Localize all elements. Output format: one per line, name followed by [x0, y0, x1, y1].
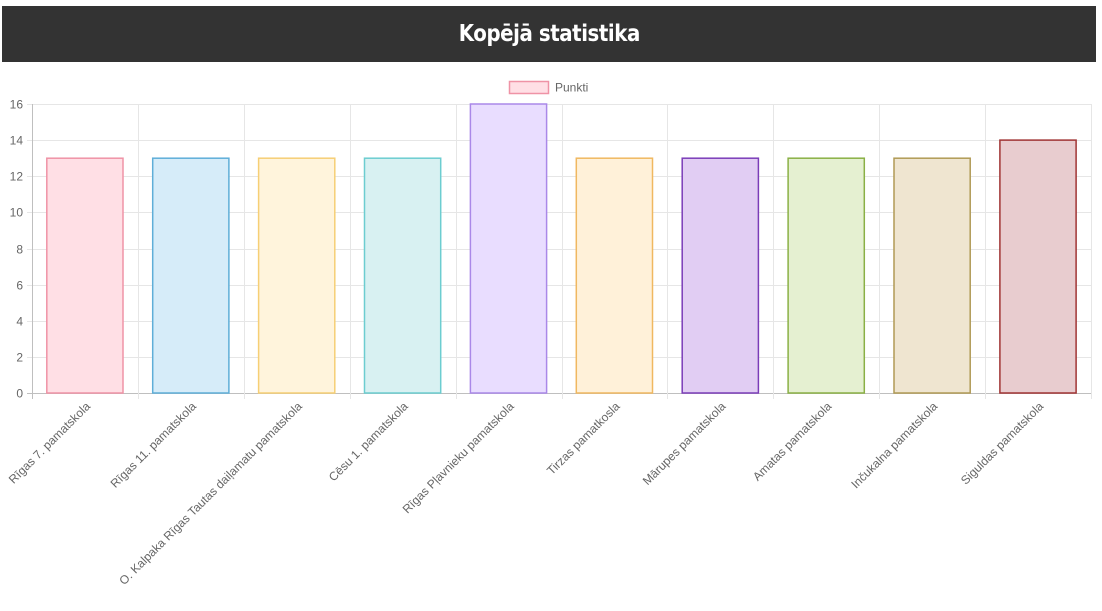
legend-label: Punkti [555, 81, 588, 95]
x-tick-label: O. Kalpaka Rīgas Tautas daiļamatu pamats… [116, 399, 305, 588]
x-tick-label: Rīgas 11. pamatskola [108, 399, 200, 491]
bar [257, 157, 336, 394]
bar [46, 157, 124, 394]
bar [363, 157, 442, 394]
y-tick-label: 4 [16, 315, 23, 329]
y-tick-label: 10 [10, 206, 24, 220]
page-title: Kopējā statistika [458, 21, 640, 47]
y-tick-label: 0 [16, 387, 23, 401]
x-tick-label: Mārupes pamatskola [640, 399, 729, 488]
bar [151, 157, 230, 394]
bar [787, 157, 866, 394]
bar [469, 103, 548, 394]
x-tick-label: Amatas pamatskola [750, 399, 835, 484]
legend-swatch [508, 80, 550, 95]
y-tick-label: 6 [16, 279, 23, 293]
x-tick-label: Tirzas pamatkosla [544, 399, 623, 478]
page-header: Kopējā statistika [2, 6, 1096, 62]
bar [681, 157, 760, 394]
bar [999, 139, 1077, 394]
bar [575, 157, 654, 394]
y-tick-label: 8 [16, 243, 23, 257]
x-tick-label: Cēsu 1. pamatskola [326, 399, 411, 484]
x-tick-label: Rīgas 7. pamatskola [6, 399, 93, 486]
y-tick-label: 12 [10, 170, 24, 184]
y-tick-label: 16 [10, 98, 24, 112]
y-tick-label: 14 [10, 134, 24, 148]
y-tick-label: 2 [16, 351, 23, 365]
x-tick-label: Siguldas pamatskola [958, 399, 1046, 487]
x-tick-label: Inčukalna pamatskola [848, 399, 940, 491]
bar [893, 157, 971, 394]
x-tick-label: Rīgas Pļavnieku pamatskola [400, 399, 517, 516]
